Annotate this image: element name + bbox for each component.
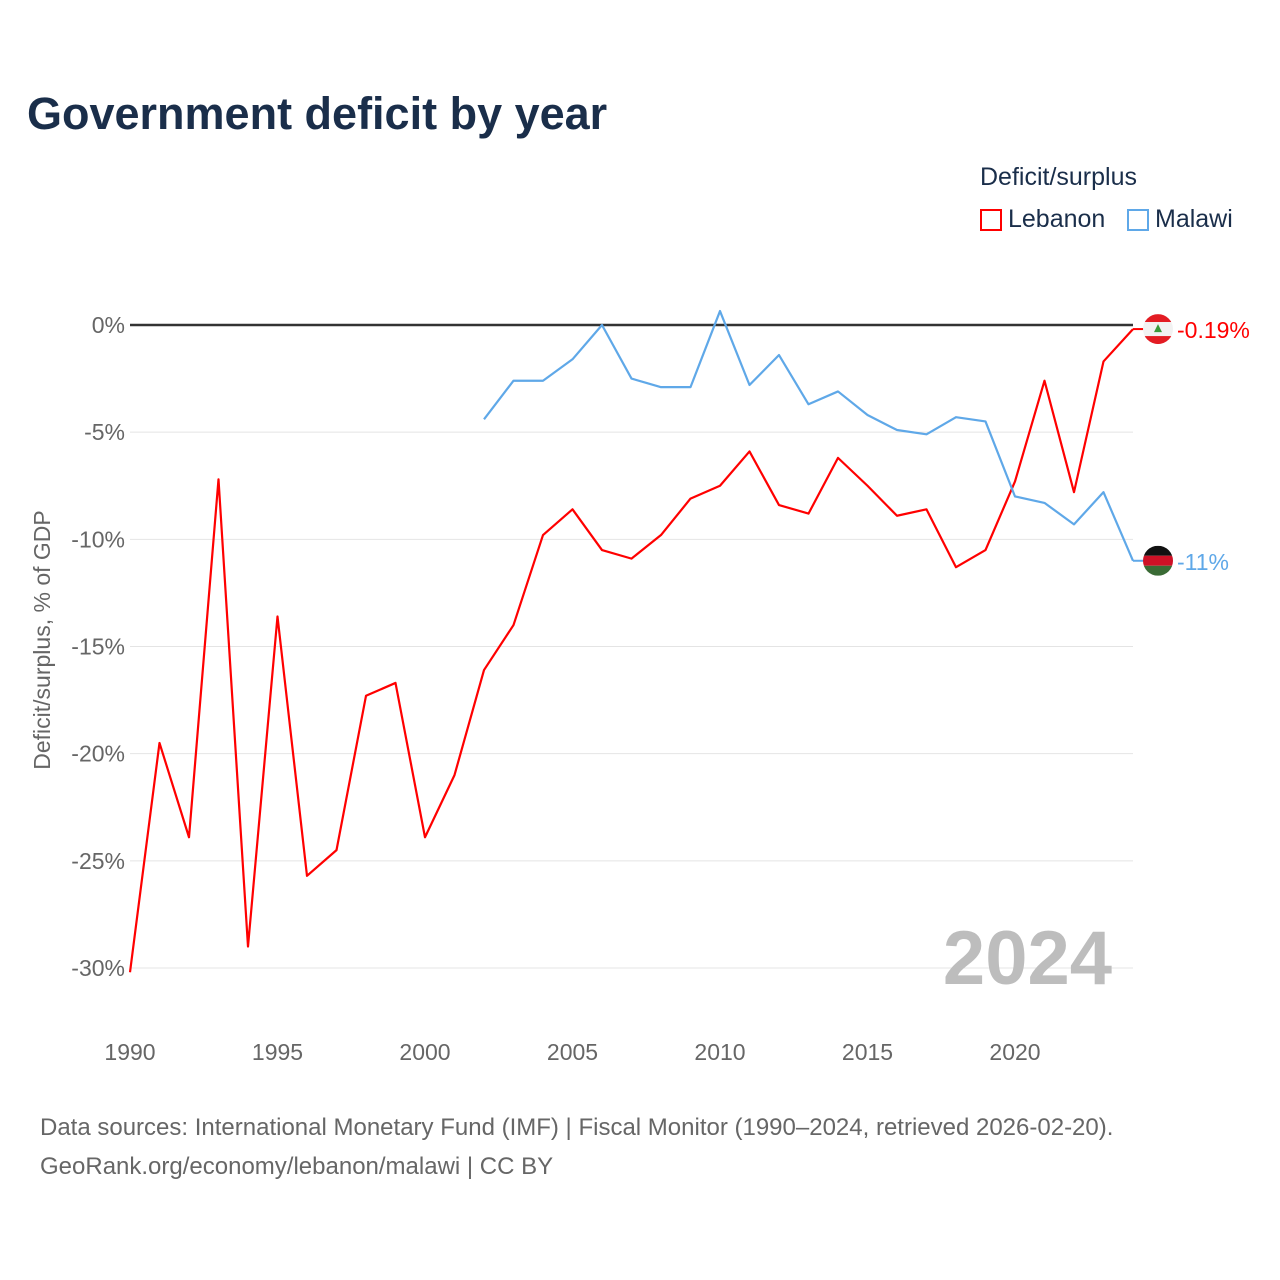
x-tick-label: 2000	[399, 1039, 450, 1065]
y-tick-label: -25%	[71, 848, 125, 874]
end-value-label: -0.19%	[1177, 317, 1250, 343]
year-watermark: 2024	[943, 916, 1112, 1001]
x-tick-label: 2010	[694, 1039, 745, 1065]
source-note: Data sources: International Monetary Fun…	[40, 1108, 1113, 1186]
end-value-label: -11%	[1177, 549, 1229, 575]
legend-swatch	[1127, 208, 1149, 231]
legend-label: Lebanon	[1008, 205, 1106, 233]
y-axis-label: Deficit/surplus, % of GDP	[29, 510, 55, 769]
y-tick-label: -30%	[71, 955, 125, 981]
x-tick-label: 2015	[842, 1039, 893, 1065]
x-tick-label: 2020	[989, 1039, 1040, 1065]
series-line-lebanon	[128, 328, 1134, 973]
legend-item-lebanon[interactable]: Lebanon	[980, 205, 1105, 234]
y-tick-label: -10%	[71, 526, 125, 552]
flag-malawi-icon	[1143, 545, 1173, 576]
chart-title: Government deficit by year	[27, 88, 608, 139]
y-tick-label: -5%	[84, 419, 125, 445]
x-tick-label: 1990	[104, 1039, 155, 1065]
y-tick-label: -15%	[71, 634, 125, 660]
source-line: Data sources: International Monetary Fun…	[40, 1114, 1114, 1141]
legend-item-malawi[interactable]: Malawi	[1127, 205, 1233, 234]
source-url[interactable]: GeoRank.org/economy/lebanon/malawi | CC …	[40, 1153, 554, 1180]
x-tick-label: 1995	[252, 1039, 303, 1065]
legend-swatch	[980, 208, 1002, 231]
flag-lebanon-icon	[1143, 314, 1173, 345]
legend-title: Deficit/surplus	[980, 163, 1137, 191]
y-tick-label: 0%	[92, 312, 125, 338]
y-tick-label: -20%	[71, 741, 125, 767]
x-tick-label: 2005	[547, 1039, 598, 1065]
series-line-malawi	[483, 309, 1135, 562]
legend-label: Malawi	[1155, 205, 1233, 233]
